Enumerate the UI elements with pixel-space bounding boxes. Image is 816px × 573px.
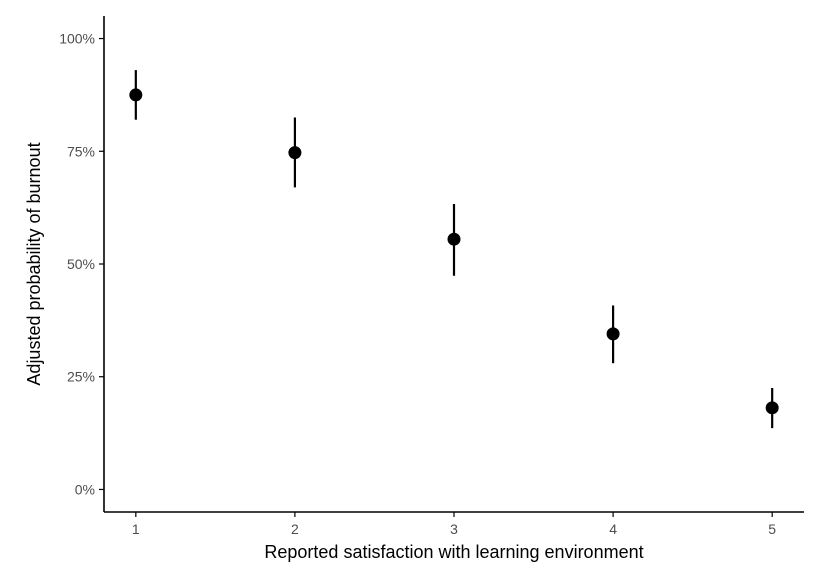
y-tick-label: 25% [67, 369, 95, 385]
x-tick-label: 5 [768, 521, 776, 537]
data-point [288, 146, 302, 160]
x-tick-label: 3 [450, 521, 458, 537]
data-point [606, 327, 620, 341]
x-ticks: 1 2 3 4 5 [132, 512, 776, 537]
data-point [447, 232, 461, 246]
data-point [129, 88, 143, 102]
y-axis-title: Adjusted probability of burnout [24, 142, 44, 385]
y-tick-label: 50% [67, 256, 95, 272]
data-point [765, 401, 779, 415]
x-tick-label: 2 [291, 521, 299, 537]
y-tick-label: 0% [75, 481, 95, 497]
x-tick-label: 4 [609, 521, 617, 537]
x-tick-label: 1 [132, 521, 140, 537]
y-tick-label: 100% [59, 31, 95, 47]
y-tick-label: 75% [67, 143, 95, 159]
x-axis-title: Reported satisfaction with learning envi… [264, 542, 643, 562]
y-ticks: 0% 25% 50% 75% 100% [59, 31, 104, 497]
data-marks [129, 70, 779, 429]
